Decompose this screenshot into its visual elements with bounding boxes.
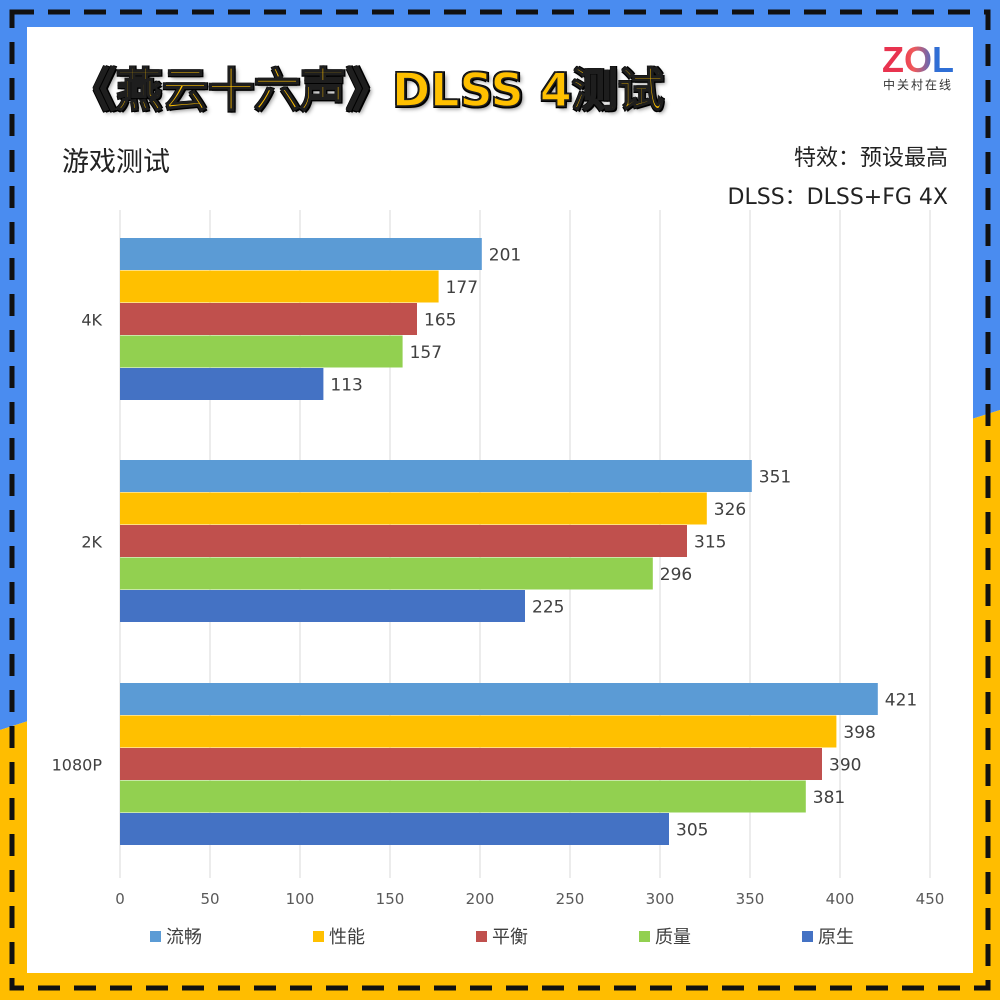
- bar: [120, 270, 439, 303]
- legend-swatch: [313, 931, 324, 942]
- data-label: 225: [532, 597, 564, 617]
- legend-swatch: [150, 931, 161, 942]
- data-label: 351: [759, 467, 791, 487]
- category-label: 2K: [81, 532, 102, 551]
- effects-note: 特效：预设最高: [793, 146, 948, 171]
- bar: [120, 780, 806, 813]
- data-label: 421: [885, 690, 917, 710]
- bar: [120, 335, 403, 368]
- logo-wordmark: ZOL: [872, 40, 964, 80]
- x-tick-label: 200: [466, 890, 495, 908]
- bars: [120, 238, 878, 845]
- bar: [120, 715, 837, 748]
- legend: 流畅 性能 平衡 质量 原生: [150, 927, 854, 948]
- category-label: 1080P: [52, 755, 103, 774]
- page-title: 《燕云十六声》DLSS 4测试: [69, 62, 664, 118]
- data-label: 165: [424, 310, 456, 330]
- bar: [120, 813, 669, 845]
- legend-label: 性能: [329, 927, 365, 948]
- legend-swatch: [476, 931, 487, 942]
- bar: [120, 525, 687, 557]
- legend-label: 原生: [818, 927, 854, 948]
- frame-dashed-border: [9, 9, 991, 991]
- data-label: 390: [829, 755, 861, 775]
- data-label: 177: [446, 278, 478, 298]
- legend-label: 平衡: [492, 927, 528, 948]
- category-label: 4K: [81, 310, 102, 329]
- bar: [120, 748, 822, 780]
- x-tick-label: 450: [916, 890, 945, 908]
- bar: [120, 303, 417, 335]
- x-tick-label: 150: [376, 890, 405, 908]
- legend-swatch: [802, 931, 813, 942]
- bar: [120, 238, 482, 270]
- x-tick-label: 250: [556, 890, 585, 908]
- x-tick-label: 300: [646, 890, 675, 908]
- logo-subtext: 中关村在线: [882, 78, 953, 92]
- data-label: 326: [714, 500, 746, 520]
- bar: [120, 368, 324, 400]
- data-label: 398: [843, 723, 875, 743]
- legend-label: 质量: [655, 927, 691, 948]
- data-label: 201: [489, 245, 521, 265]
- x-tick-label: 50: [200, 890, 219, 908]
- x-tick-label: 0: [115, 890, 125, 908]
- legend-swatch: [639, 931, 650, 942]
- chart-subtitle: 游戏测试: [62, 147, 170, 178]
- data-label: 113: [330, 375, 362, 395]
- legend-label: 流畅: [166, 927, 202, 948]
- x-tick-label: 400: [826, 890, 855, 908]
- x-tick-label: 100: [286, 890, 315, 908]
- bar: [120, 557, 653, 590]
- bar: [120, 590, 525, 622]
- data-label: 296: [660, 565, 692, 585]
- zol-logo: ZOL 中关村在线: [872, 40, 964, 96]
- bar: [120, 683, 878, 715]
- data-label: 381: [813, 788, 845, 808]
- bar: [120, 460, 752, 492]
- data-label: 305: [676, 820, 708, 840]
- data-label: 157: [410, 343, 442, 363]
- bar: [120, 492, 707, 525]
- x-tick-label: 350: [736, 890, 765, 908]
- data-label: 315: [694, 532, 726, 552]
- dlss-note: DLSS：DLSS+FG 4X: [727, 185, 948, 210]
- axes: 0 50 100 150 200 250 300 350 400 450 4K 2K 1080P: [52, 310, 945, 908]
